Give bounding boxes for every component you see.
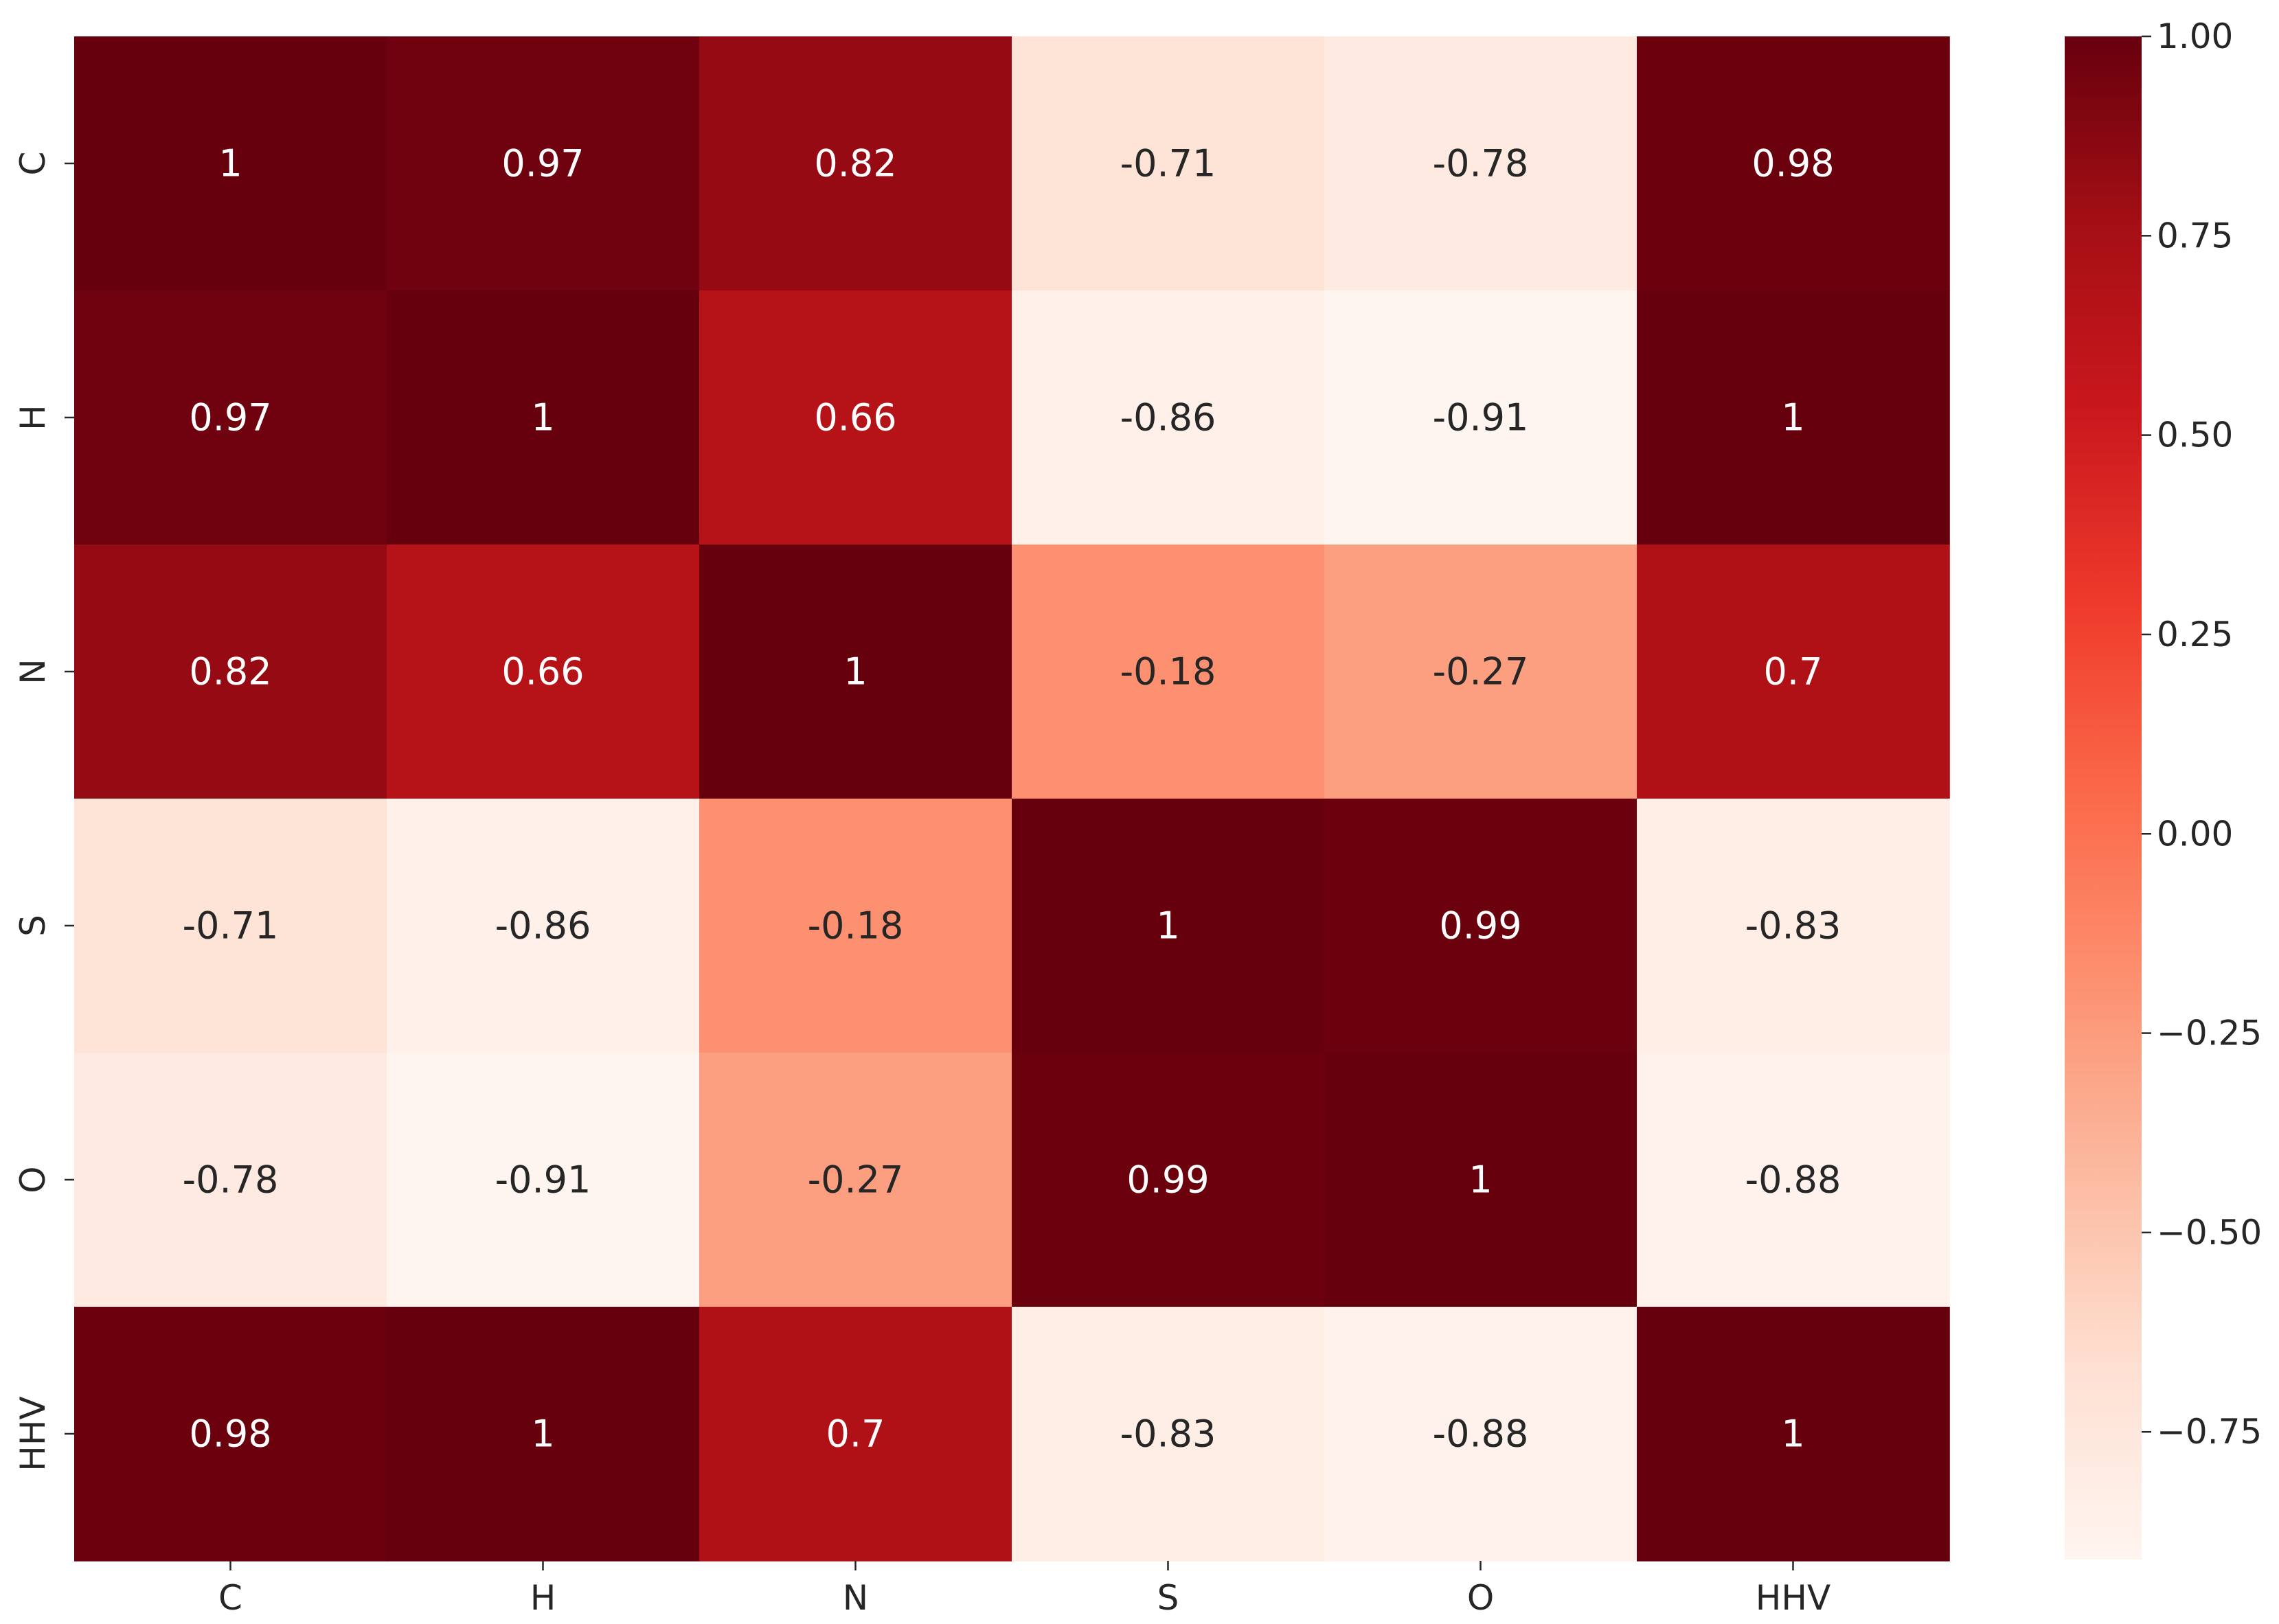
cell-value-label: 0.99 [1439,904,1521,948]
y-tick-label: HHV [13,1396,53,1471]
colorbar [2065,36,2142,1559]
heatmap-cell [699,1307,1012,1562]
heatmap-cell [74,1053,387,1307]
cell-value-label: 0.7 [1764,650,1823,694]
colorbar-tick-label: 0.75 [2157,216,2233,255]
cell-value-label: -0.83 [1120,1413,1216,1456]
cell-value-label: -0.27 [1433,650,1529,694]
y-axis: C H N S O HHV [13,152,74,1472]
heatmap-cells [74,36,1950,1562]
cell-value-label: -0.83 [1745,904,1841,948]
cell-value-label: -0.71 [1120,142,1216,185]
heatmap-cell [1012,290,1325,545]
cell-value-label: 1 [531,1413,554,1456]
x-tick-label: S [1157,1578,1179,1618]
cell-value-label: -0.27 [808,1158,904,1202]
y-tick-label: O [13,1166,53,1193]
heatmap-cell [1324,290,1637,545]
heatmap-cell [1324,36,1637,291]
heatmap-cell [1012,799,1325,1053]
cell-value-label: 1 [1781,1413,1804,1456]
cell-value-label: 0.7 [826,1413,885,1456]
heatmap-cell [1012,1307,1325,1562]
heatmap-cell [699,545,1012,799]
heatmap-cell [387,36,700,291]
heatmap-annotations: 1 0.97 0.82 -0.71 -0.78 0.98 0.97 1 0.66 -0.86 -0.… [183,142,1841,1456]
x-tick-label: HHV [1756,1578,1830,1618]
cell-value-label: -0.86 [495,904,591,948]
cell-value-label: -0.88 [1745,1158,1841,1202]
colorbar-tick-label: −0.75 [2157,1412,2262,1452]
cell-value-label: 0.97 [501,142,584,185]
heatmap-cell [1012,36,1325,291]
heatmap-cell [1012,1053,1325,1307]
heatmap-cell [699,36,1012,291]
colorbar-tick-label: 0.50 [2157,415,2233,455]
heatmap-cell [387,290,700,545]
heatmap-cell [1637,545,1950,799]
colorbar-tick-label: −0.25 [2157,1014,2262,1053]
cell-value-label: -0.88 [1433,1413,1529,1456]
cell-value-label: 0.97 [189,396,271,439]
x-tick-label: H [530,1578,556,1618]
heatmap-cell [387,1307,700,1562]
heatmap-cell [1012,545,1325,799]
cell-value-label: -0.86 [1120,396,1216,439]
cell-value-label: 1 [1156,904,1179,948]
heatmap-cell [74,799,387,1053]
colorbar-axis: 1.00 0.75 0.50 0.25 0.00 −0.25 −0.50 −0.75 [2142,16,2262,1452]
heatmap-cell [387,799,700,1053]
cell-value-label: -0.18 [808,904,904,948]
cell-value-label: -0.78 [183,1158,279,1202]
heatmap-cell [699,290,1012,545]
heatmap-cell [1324,1307,1637,1562]
cell-value-label: 0.99 [1126,1158,1209,1202]
heatmap-cell [74,1307,387,1562]
heatmap-cell [1637,1053,1950,1307]
cell-value-label: -0.71 [183,904,279,948]
cell-value-label: 0.66 [814,396,896,439]
cell-value-label: 1 [218,142,242,185]
heatmap-cell [1324,545,1637,799]
heatmap-cell [1324,799,1637,1053]
y-tick-label: C [13,152,53,176]
cell-value-label: -0.91 [495,1158,591,1202]
y-tick-label: S [13,915,53,937]
x-axis: C H N S O HHV [218,1561,1830,1618]
heatmap-cell [699,1053,1012,1307]
cell-value-label: 1 [1781,396,1804,439]
colorbar-tick-label: −0.50 [2157,1213,2262,1253]
cell-value-label: -0.78 [1433,142,1529,185]
heatmap-cell [699,799,1012,1053]
cell-value-label: -0.91 [1433,396,1529,439]
x-tick-label: C [218,1578,242,1618]
colorbar-tick-label: 0.00 [2157,814,2233,854]
cell-value-label: 0.82 [814,142,896,185]
heatmap-cell [1637,290,1950,545]
cell-value-label: 0.98 [1751,142,1834,185]
x-tick-label: O [1467,1578,1494,1618]
heatmap-cell [387,545,700,799]
colorbar-tick-label: 0.25 [2157,615,2233,654]
cell-value-label: 0.66 [501,650,584,694]
heatmap-cell [387,1053,700,1307]
cell-value-label: 1 [843,650,867,694]
x-tick-label: N [843,1578,868,1618]
y-tick-label: N [13,659,53,684]
cell-value-label: -0.18 [1120,650,1216,694]
heatmap-cell [74,545,387,799]
cell-value-label: 0.98 [189,1413,271,1456]
cell-value-label: 1 [1469,1158,1492,1202]
heatmap-cell [1324,1053,1637,1307]
heatmap-cell [1637,36,1950,291]
y-tick-label: H [13,404,53,431]
heatmap-cell [74,36,387,291]
cell-value-label: 0.82 [189,650,271,694]
heatmap-cell [1637,799,1950,1053]
cell-value-label: 1 [531,396,554,439]
heatmap-cell [74,290,387,545]
heatmap-cell [1637,1307,1950,1562]
colorbar-tick-label: 1.00 [2157,16,2233,56]
